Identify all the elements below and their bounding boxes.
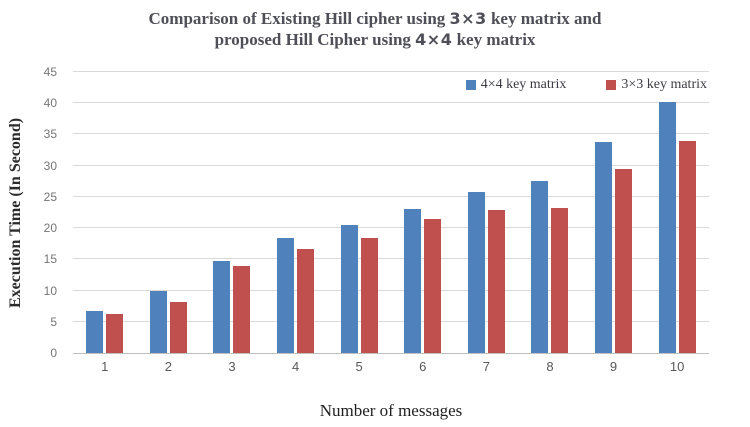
- bar-4x4: [595, 141, 613, 353]
- title-text: Comparison of Existing Hill cipher using: [148, 9, 450, 28]
- bar-groups: [73, 72, 709, 353]
- bar-3x3: [233, 265, 251, 353]
- x-tick-label: 2: [164, 359, 172, 374]
- legend-label-4x4: 4×4 key matrix: [480, 77, 567, 92]
- title-matrix-3x3: 3×3: [449, 9, 487, 28]
- bar-4x4: [658, 101, 676, 353]
- title-matrix-4x4: 4×4: [415, 30, 453, 49]
- gridline: [73, 102, 709, 104]
- bar-3x3: [424, 218, 442, 353]
- x-tick-label: 9: [609, 359, 618, 374]
- bar-4x4: [404, 209, 422, 353]
- y-tick-label: 30: [43, 158, 57, 173]
- bar-4x4: [149, 291, 167, 353]
- bar-3x3: [487, 210, 505, 353]
- x-tick-label: 3: [228, 359, 236, 374]
- bar-group: [137, 72, 201, 353]
- y-tick-label: 10: [43, 283, 57, 298]
- bar-3x3: [551, 207, 569, 353]
- chart-title: Comparison of Existing Hill cipher using…: [0, 8, 750, 50]
- bar-group: [327, 72, 391, 353]
- legend: 4×4 key matrix 3×3 key matrix: [465, 77, 707, 93]
- bar-group: [200, 72, 264, 353]
- x-axis-title: Number of messages: [73, 401, 709, 421]
- x-tick-label: 8: [546, 359, 554, 374]
- x-tick-label: 1: [101, 359, 109, 374]
- y-tick-label: 15: [43, 252, 57, 267]
- bar-4x4: [277, 238, 295, 353]
- title-text: key matrix and: [486, 9, 602, 28]
- bar-group: [518, 72, 582, 353]
- bar-3x3: [615, 169, 633, 353]
- x-tick-label: 7: [482, 359, 490, 374]
- gridline: [73, 258, 709, 260]
- x-tick-label: 6: [419, 359, 427, 374]
- gridline: [73, 227, 709, 229]
- bar-3x3: [678, 141, 696, 353]
- x-tick-label: 4: [291, 359, 300, 374]
- bar-group: [73, 72, 137, 353]
- y-axis-ticks: 0 5 10 15 20 25 30 35 40 45: [0, 65, 57, 360]
- plot-area: 4×4 key matrix 3×3 key matrix: [73, 71, 709, 354]
- bar-4x4: [467, 191, 485, 353]
- x-tick-label: 10: [669, 359, 685, 374]
- bar-4x4: [213, 261, 231, 353]
- gridline: [73, 164, 709, 166]
- bar-3x3: [169, 302, 187, 353]
- y-tick-label: 25: [43, 189, 57, 204]
- y-tick-label: 0: [50, 346, 57, 360]
- chart-title-line2: proposed Hill Cipher using 4×4 key matri…: [0, 29, 750, 50]
- chart-title-line1: Comparison of Existing Hill cipher using…: [0, 8, 750, 29]
- y-tick-label: 20: [43, 221, 57, 236]
- bar-group: [264, 72, 328, 353]
- bar-3x3: [297, 248, 315, 353]
- legend-swatch-3x3-icon: [606, 80, 617, 90]
- gridline: [73, 195, 709, 197]
- y-tick-label: 35: [43, 127, 57, 142]
- gridline: [73, 320, 709, 322]
- bar-4x4: [531, 180, 549, 353]
- bar-group: [645, 72, 709, 353]
- title-text: key matrix: [452, 30, 536, 49]
- bar-3x3: [360, 238, 378, 353]
- legend-label-3x3: 3×3 key matrix: [621, 77, 707, 92]
- legend-item-4x4: 4×4 key matrix: [465, 77, 567, 93]
- gridline: [73, 71, 709, 72]
- y-tick-label: 5: [50, 314, 57, 329]
- y-tick-label: 45: [43, 65, 57, 79]
- legend-swatch-4x4-icon: [465, 80, 476, 90]
- x-axis-ticks: 1 2 3 4 5 6 7 8 9 10: [73, 359, 709, 374]
- y-tick-label: 40: [43, 96, 57, 111]
- x-axis-title-text: Number of messages: [319, 401, 463, 420]
- gridline: [73, 289, 709, 291]
- bar-group: [391, 72, 455, 353]
- legend-item-3x3: 3×3 key matrix: [606, 77, 707, 93]
- bar-group: [582, 72, 646, 353]
- bar-group: [455, 72, 519, 353]
- title-text: proposed Hill Cipher using: [214, 30, 416, 49]
- bar-3x3: [106, 314, 124, 353]
- gridline: [73, 133, 709, 135]
- bar-4x4: [340, 225, 358, 353]
- x-tick-label: 5: [355, 359, 363, 374]
- bar-4x4: [86, 310, 104, 353]
